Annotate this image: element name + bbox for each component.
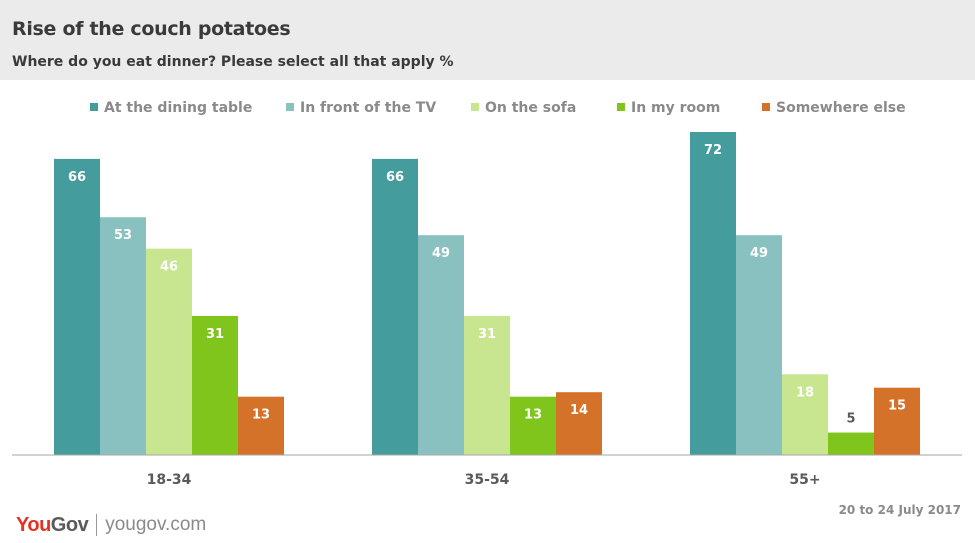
logo-gov-text: Gov: [50, 513, 89, 536]
data-label-35-54-in-my-room: 13: [524, 408, 542, 423]
x-tick-label-55: 55+: [789, 472, 820, 488]
bar-18-34-at-the-dining-table: [54, 158, 100, 455]
data-label-55-in-front-of-the-tv: 49: [750, 246, 768, 261]
bar-35-54-in-front-of-the-tv: [418, 235, 464, 455]
bar-55-in-front-of-the-tv: [736, 235, 782, 455]
logo-you-text: You: [16, 513, 51, 536]
data-label-18-34-on-the-sofa: 46: [160, 260, 178, 275]
legend-swatch-in-front-of-the-tv: [286, 103, 294, 111]
legend-swatch-at-the-dining-table: [90, 103, 98, 111]
chart-header: Rise of the couch potatoes Where do you …: [0, 0, 975, 80]
bar-35-54-in-my-room: [510, 396, 556, 455]
bar-18-34-in-my-room: [192, 315, 238, 455]
x-tick-label-18-34: 18-34: [147, 472, 192, 488]
logo-divider: [96, 514, 98, 536]
bar-35-54-on-the-sofa: [464, 315, 510, 455]
data-label-55-at-the-dining-table: 72: [704, 143, 722, 158]
data-label-55-somewhere-else: 15: [888, 399, 906, 414]
data-label-55-on-the-sofa: 18: [796, 385, 814, 400]
legend-swatch-somewhere-else: [762, 103, 770, 111]
data-label-35-54-on-the-sofa: 31: [478, 327, 496, 342]
bar-55-at-the-dining-table: [690, 132, 736, 455]
legend-label-somewhere-else: Somewhere else: [776, 100, 906, 116]
data-label-55-in-my-room: 5: [846, 412, 855, 427]
website-url: yougov.com: [105, 514, 207, 535]
legend-swatch-on-the-sofa: [471, 103, 479, 111]
legend-label-at-the-dining-table: At the dining table: [104, 100, 252, 116]
bar-55-on-the-sofa: [782, 374, 828, 455]
data-label-18-34-somewhere-else: 13: [252, 408, 270, 423]
bar-35-54-somewhere-else: [556, 392, 602, 455]
data-label-18-34-in-my-room: 31: [206, 327, 224, 342]
survey-date: 20 to 24 July 2017: [838, 503, 961, 517]
legend-label-on-the-sofa: On the sofa: [485, 100, 576, 116]
data-label-35-54-at-the-dining-table: 66: [386, 170, 404, 185]
chart-subtitle: Where do you eat dinner? Please select a…: [12, 54, 454, 70]
bar-55-somewhere-else: [874, 387, 920, 455]
chart-title: Rise of the couch potatoes: [12, 18, 291, 40]
data-label-18-34-in-front-of-the-tv: 53: [114, 228, 132, 243]
bar-18-34-on-the-sofa: [146, 248, 192, 455]
data-label-18-34-at-the-dining-table: 66: [68, 170, 86, 185]
bar-chart: At the dining table In front of the TV On …: [12, 100, 962, 488]
legend-swatch-in-my-room: [617, 103, 625, 111]
bar-18-34-in-front-of-the-tv: [100, 217, 146, 455]
bar-18-34-somewhere-else: [238, 396, 284, 455]
legend-label-in-front-of-the-tv: In front of the TV: [300, 100, 436, 116]
x-tick-label-35-54: 35-54: [465, 472, 510, 488]
bar-35-54-at-the-dining-table: [372, 158, 418, 455]
yougov-logo: You Gov yougov.com: [16, 512, 206, 538]
data-label-35-54-somewhere-else: 14: [570, 403, 588, 418]
legend-label-in-my-room: In my room: [631, 100, 720, 116]
data-label-35-54-in-front-of-the-tv: 49: [432, 246, 450, 261]
bar-55-in-my-room: [828, 432, 874, 455]
